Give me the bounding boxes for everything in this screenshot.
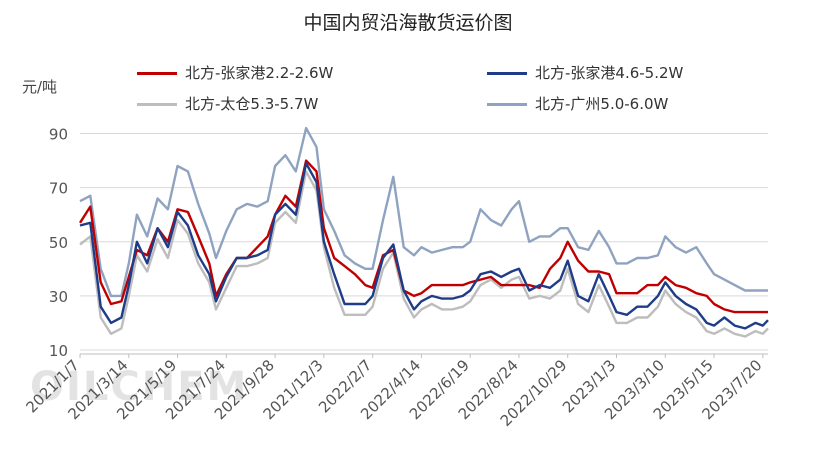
legend-swatch-series-1 <box>137 72 177 75</box>
y-tick-label: 50 <box>49 234 68 252</box>
legend-item-series-3: 北方-太仓5.3-5.7W <box>137 93 318 114</box>
series-line-2 <box>79 162 769 330</box>
y-tick-label: 10 <box>49 342 68 360</box>
chart-title: 中国内贸沿海散货运价图 <box>303 12 513 34</box>
y-tick-label: 90 <box>49 126 68 144</box>
y-tick-label: 70 <box>49 180 68 198</box>
series-line-1 <box>78 159 768 314</box>
watermark-logo: OILCHEM <box>30 364 249 410</box>
legend-label-series-2: 北方-张家港4.6-5.2W <box>535 64 684 82</box>
y-tick-label: 30 <box>49 288 68 306</box>
legend-label-series-4: 北方-广州5.0-6.0W <box>535 95 669 113</box>
legend-item-series-2: 北方-张家港4.6-5.2W <box>487 62 683 83</box>
legend-label-series-3: 北方-太仓5.3-5.7W <box>185 95 319 113</box>
legend-item-series-4: 北方-广州5.0-6.0W <box>487 93 668 114</box>
legend-swatch-series-4 <box>487 103 527 106</box>
legend-item-series-1: 北方-张家港2.2-2.6W <box>137 62 333 83</box>
series-line-3 <box>79 170 769 338</box>
legend-swatch-series-3 <box>137 103 177 106</box>
y-axis-label: 元/吨 <box>22 78 58 96</box>
legend-swatch-series-2 <box>487 72 527 75</box>
legend-label-series-1: 北方-张家港2.2-2.6W <box>185 64 334 82</box>
series-line-4 <box>79 126 768 298</box>
